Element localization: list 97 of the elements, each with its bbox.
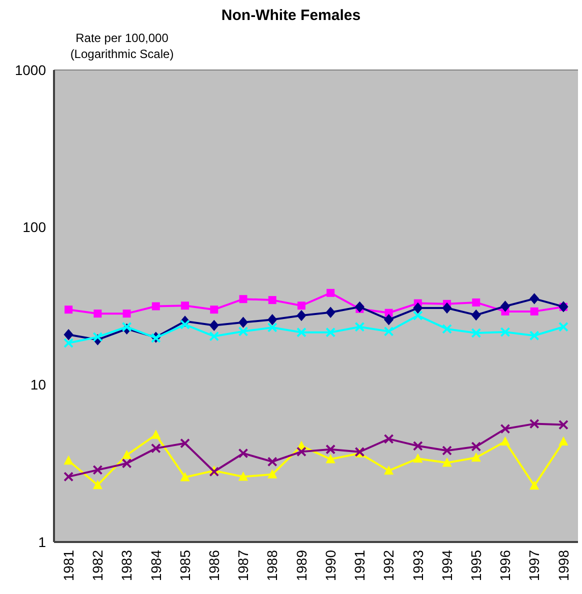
point <box>413 302 423 314</box>
x-tick-label: 1992 <box>380 550 397 582</box>
x-tick-label: 1988 <box>264 550 280 582</box>
point <box>239 295 248 304</box>
point <box>238 326 248 336</box>
point <box>442 446 452 456</box>
point <box>150 443 161 454</box>
chart-title: Non-White Females <box>221 7 361 24</box>
y-tick-label: 100 <box>22 219 46 236</box>
point <box>354 301 364 313</box>
x-tick-label: 1995 <box>468 550 484 582</box>
point <box>500 424 510 434</box>
point <box>209 320 219 332</box>
point <box>238 472 248 481</box>
point <box>238 316 248 328</box>
y-tick-label: 10 <box>30 376 46 393</box>
point <box>530 293 540 304</box>
point <box>471 442 482 452</box>
point <box>500 327 510 338</box>
point <box>326 444 336 454</box>
point <box>268 296 276 304</box>
point <box>412 440 423 451</box>
point <box>558 436 568 446</box>
x-tick-label: 1985 <box>176 550 193 582</box>
point <box>500 436 510 446</box>
point <box>181 302 189 310</box>
x-tick-label: 1989 <box>293 550 310 582</box>
point <box>530 307 538 316</box>
point <box>558 420 568 430</box>
point <box>384 434 394 444</box>
point <box>384 314 394 326</box>
point <box>384 326 394 336</box>
point <box>529 418 540 429</box>
x-tick-label: 1994 <box>438 550 455 582</box>
point <box>64 338 74 348</box>
point <box>471 309 481 321</box>
point <box>151 430 161 439</box>
point <box>92 480 102 490</box>
point <box>209 331 220 342</box>
x-tick-label: 1983 <box>118 550 135 582</box>
point <box>122 322 132 332</box>
point <box>472 298 480 306</box>
x-tick-label: 1991 <box>352 550 368 582</box>
point <box>92 332 103 342</box>
point <box>64 455 74 465</box>
point <box>64 329 74 340</box>
x-tick-label: 1996 <box>497 550 514 582</box>
point <box>471 452 481 462</box>
point <box>326 454 336 464</box>
y-tick-label: 1 <box>38 534 46 550</box>
point <box>471 328 482 338</box>
point <box>354 322 365 332</box>
point <box>530 480 540 490</box>
point <box>442 458 452 467</box>
y-axis-title: Rate per 100,000 (Logarithmic Scale) <box>70 31 174 61</box>
point <box>94 310 102 318</box>
point <box>297 302 306 310</box>
x-tick-label: 1997 <box>526 550 542 582</box>
y-tick-label: 1000 <box>14 62 46 78</box>
point <box>180 472 190 482</box>
x-tick-label: 1981 <box>60 550 76 582</box>
point <box>500 300 510 312</box>
point <box>180 320 190 330</box>
point <box>267 456 278 467</box>
point <box>152 302 160 310</box>
x-tick-label: 1982 <box>90 550 106 582</box>
point <box>558 322 568 332</box>
point <box>210 306 218 314</box>
x-tick-label: 1993 <box>410 550 426 582</box>
point <box>326 288 335 297</box>
point <box>64 472 74 482</box>
point <box>122 458 132 468</box>
x-tick-label: 1990 <box>322 550 338 582</box>
point <box>122 310 131 318</box>
x-tick-label: 1987 <box>235 550 252 582</box>
point <box>296 446 306 457</box>
point <box>267 322 278 332</box>
point <box>64 306 73 314</box>
point <box>442 302 452 314</box>
point <box>268 314 278 326</box>
point <box>326 306 336 318</box>
point <box>413 453 423 463</box>
x-tick-label: 1986 <box>206 550 222 582</box>
point <box>180 438 190 448</box>
x-tick-label: 1998 <box>555 550 572 582</box>
point <box>412 310 423 321</box>
point <box>296 310 306 322</box>
x-tick-label: 1984 <box>148 550 164 582</box>
point <box>92 464 103 475</box>
point <box>296 327 306 338</box>
point <box>238 448 248 458</box>
point <box>122 450 132 460</box>
point <box>529 330 540 341</box>
point <box>326 327 336 338</box>
point <box>384 465 394 475</box>
point <box>268 469 278 478</box>
point <box>442 324 452 334</box>
